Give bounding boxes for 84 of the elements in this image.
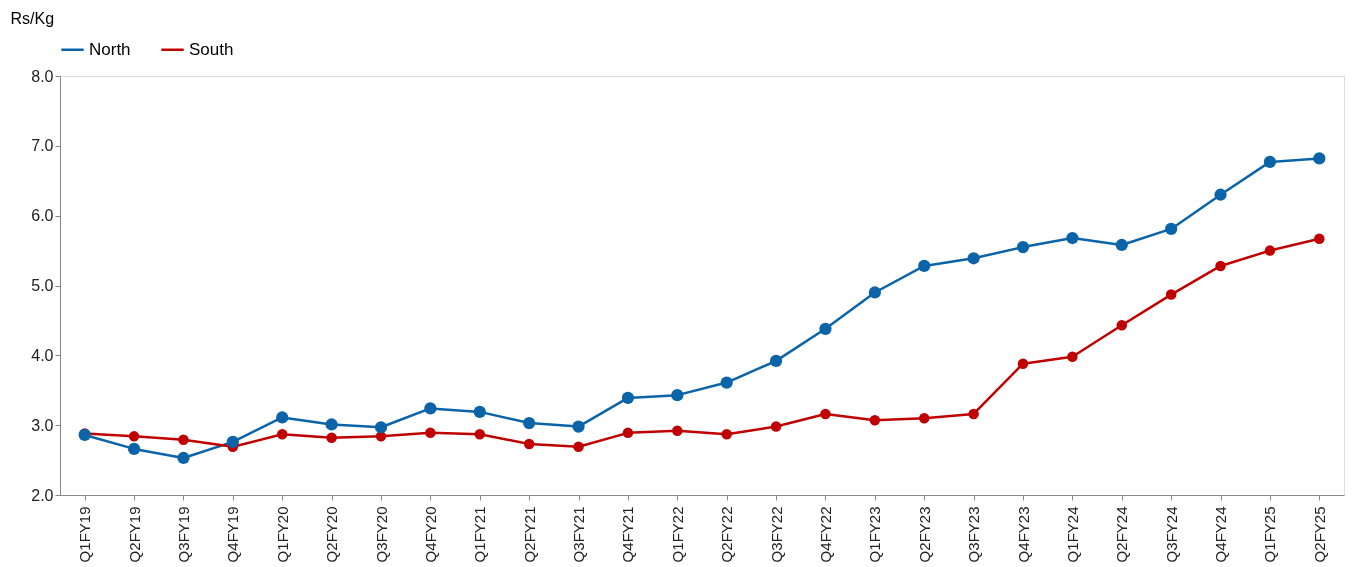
- point: [1116, 320, 1128, 331]
- point: [1215, 260, 1226, 272]
- x-tick-label: Q1FY23: [866, 506, 884, 563]
- point: [918, 259, 931, 273]
- point: [770, 421, 782, 432]
- y-tick-label: 4.0: [31, 346, 54, 364]
- point: [1214, 188, 1227, 201]
- y-axis-title: Rs/Kg: [10, 9, 55, 27]
- point: [474, 429, 486, 440]
- point: [573, 441, 584, 453]
- point: [374, 421, 388, 434]
- x-tick-label: Q1FY21: [471, 506, 489, 563]
- point: [720, 376, 733, 389]
- point: [226, 435, 239, 449]
- point: [1115, 238, 1128, 252]
- point: [968, 408, 979, 420]
- x-tick-label: Q4FY24: [1212, 506, 1230, 563]
- point: [425, 427, 436, 439]
- x-tick-label: Q2FY25: [1310, 506, 1328, 563]
- point: [671, 389, 684, 402]
- x-tick-label: Q4FY21: [619, 506, 637, 563]
- point: [523, 438, 535, 450]
- point: [177, 451, 190, 465]
- point: [918, 412, 930, 424]
- point: [622, 427, 634, 439]
- x-tick-label: Q4FY19: [224, 506, 242, 563]
- x-tick-label: Q4FY20: [421, 506, 439, 563]
- point: [325, 418, 338, 431]
- x-tick-label: Q4FY22: [816, 506, 834, 563]
- point: [1165, 289, 1177, 300]
- point: [1264, 245, 1276, 256]
- point: [276, 429, 288, 440]
- point: [178, 434, 189, 446]
- point: [1263, 155, 1277, 169]
- x-tick-label: Q3FY23: [965, 506, 983, 563]
- point: [819, 322, 832, 335]
- point: [1313, 152, 1326, 165]
- point: [127, 442, 141, 456]
- point: [572, 420, 585, 433]
- x-tick-label: Q2FY21: [520, 506, 538, 563]
- point: [424, 402, 437, 415]
- x-tick-label: Q1FY22: [668, 506, 686, 563]
- point: [967, 252, 980, 265]
- x-tick-label: Q3FY22: [767, 506, 785, 563]
- x-tick-label: Q4FY23: [1014, 506, 1032, 563]
- y-tick-label: 6.0: [31, 207, 54, 225]
- legend-label: South: [189, 39, 234, 59]
- point: [473, 405, 486, 419]
- x-tick-label: Q2FY23: [915, 506, 933, 563]
- point: [326, 432, 337, 443]
- point: [869, 415, 881, 426]
- legend-label: North: [89, 39, 131, 59]
- point: [672, 425, 683, 436]
- x-tick-label: Q1FY24: [1063, 506, 1081, 563]
- x-tick-label: Q1FY25: [1261, 506, 1279, 563]
- x-tick-label: Q3FY19: [174, 506, 192, 563]
- x-tick-label: Q1FY19: [76, 506, 94, 563]
- y-tick-label: 3.0: [31, 416, 54, 434]
- x-tick-label: Q3FY21: [570, 506, 588, 563]
- point: [128, 431, 140, 442]
- x-tick-label: Q2FY24: [1113, 506, 1131, 563]
- x-tick-label: Q2FY22: [718, 506, 736, 563]
- y-tick-label: 7.0: [31, 137, 54, 155]
- y-tick-label: 8.0: [31, 67, 54, 85]
- point: [769, 354, 783, 368]
- point: [1016, 240, 1030, 254]
- y-tick-label: 2.0: [31, 486, 54, 504]
- point: [1067, 351, 1078, 362]
- x-tick-label: Q1FY20: [273, 506, 291, 563]
- point: [868, 286, 881, 299]
- x-tick-label: Q3FY24: [1162, 506, 1180, 563]
- x-tick-label: Q2FY20: [323, 506, 341, 563]
- point: [1017, 358, 1029, 369]
- point: [721, 429, 732, 440]
- y-tick-label: 5.0: [31, 277, 54, 294]
- x-tick-label: Q2FY19: [125, 506, 143, 563]
- point: [276, 411, 289, 424]
- point: [820, 408, 831, 420]
- point: [523, 416, 536, 430]
- point: [1066, 231, 1079, 245]
- point: [621, 391, 635, 405]
- x-tick-label: Q3FY20: [372, 506, 390, 563]
- point: [1314, 233, 1325, 244]
- point: [1165, 222, 1178, 236]
